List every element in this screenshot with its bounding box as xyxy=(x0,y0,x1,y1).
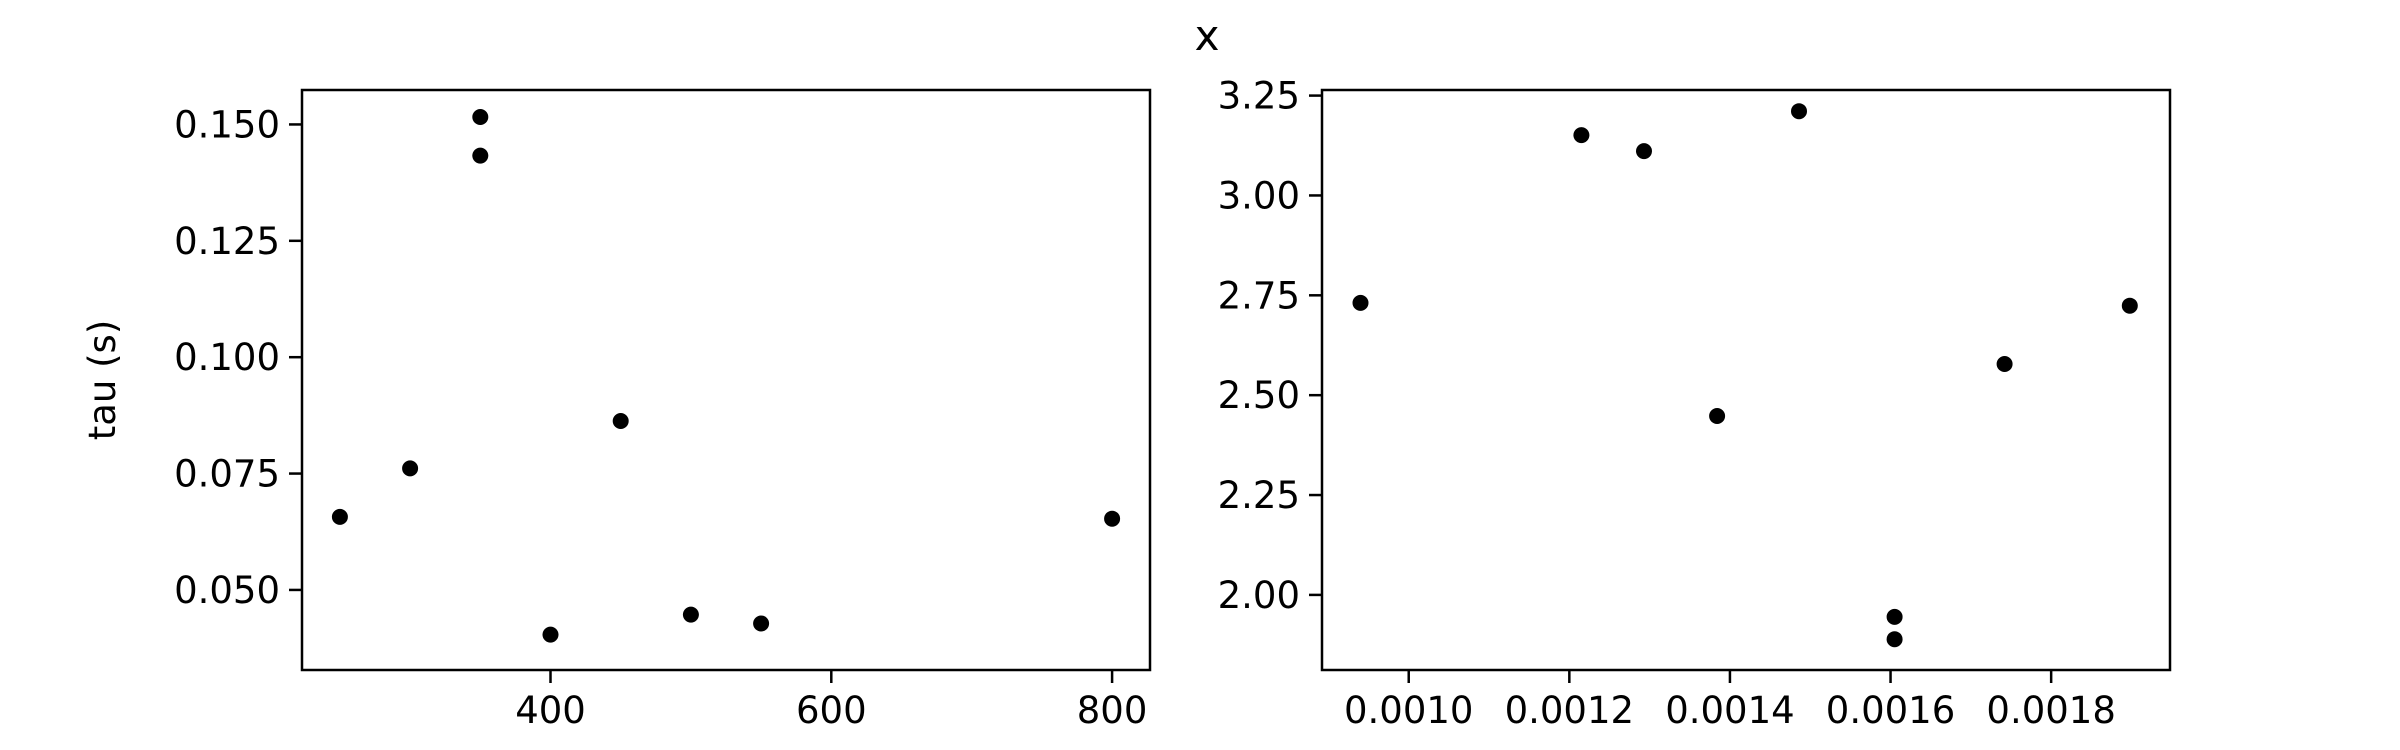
y-axis-label: tau (s) xyxy=(81,320,124,441)
y-tick-label: 3.25 xyxy=(1218,75,1300,118)
x-tick-label: 0.0014 xyxy=(1665,689,1794,732)
data-point xyxy=(1352,294,1369,311)
data-point xyxy=(1104,510,1121,527)
left-scatter-panel: 400 600 800 0.050 0.075 0.100 0.125 0.150 tau (s… xyxy=(81,88,1152,732)
data-point xyxy=(1636,143,1652,160)
x-tick-label: 0.0018 xyxy=(1986,689,2115,732)
data-point xyxy=(2121,297,2138,314)
figure-title: x xyxy=(1195,11,1220,60)
plot-frame xyxy=(300,88,1152,672)
right-scatter-panel: 0.0010 0.0012 0.0014 0.0016 0.0018 2.00 2.25 2.… xyxy=(1218,75,2172,732)
x-tick-label: 600 xyxy=(796,689,867,732)
data-point xyxy=(1709,408,1726,424)
y-tick-label: 2.25 xyxy=(1218,474,1300,517)
y-tick-label: 0.150 xyxy=(174,103,280,146)
x-tick-label: 0.0016 xyxy=(1826,689,1955,732)
x-tick-label: 0.0012 xyxy=(1505,689,1634,732)
y-tick-label: 0.075 xyxy=(174,453,280,496)
data-point xyxy=(472,109,489,125)
y-tick-label: 0.125 xyxy=(174,220,280,263)
y-tick-label: 3.00 xyxy=(1218,174,1300,217)
y-tick-label: 2.50 xyxy=(1218,374,1300,417)
data-point xyxy=(753,615,770,632)
data-point xyxy=(542,626,559,643)
data-point xyxy=(682,606,699,623)
y-tick-label: 2.75 xyxy=(1218,274,1300,317)
data-point xyxy=(1791,103,1807,120)
data-point xyxy=(1573,127,1590,144)
x-tick-label: 800 xyxy=(1077,689,1148,732)
data-point xyxy=(1886,631,1903,648)
x-tick-label: 400 xyxy=(515,689,586,732)
data-point xyxy=(1996,356,2013,372)
data-point xyxy=(612,413,629,429)
plot-frame xyxy=(1320,88,2172,672)
data-point xyxy=(402,460,419,477)
x-tick-label: 0.0010 xyxy=(1344,689,1473,732)
y-tick-label: 2.00 xyxy=(1218,574,1300,617)
y-tick-label: 0.050 xyxy=(174,569,280,612)
y-tick-label: 0.100 xyxy=(174,336,280,379)
data-point xyxy=(472,147,489,164)
data-point xyxy=(331,508,348,525)
data-point xyxy=(1886,608,1903,625)
